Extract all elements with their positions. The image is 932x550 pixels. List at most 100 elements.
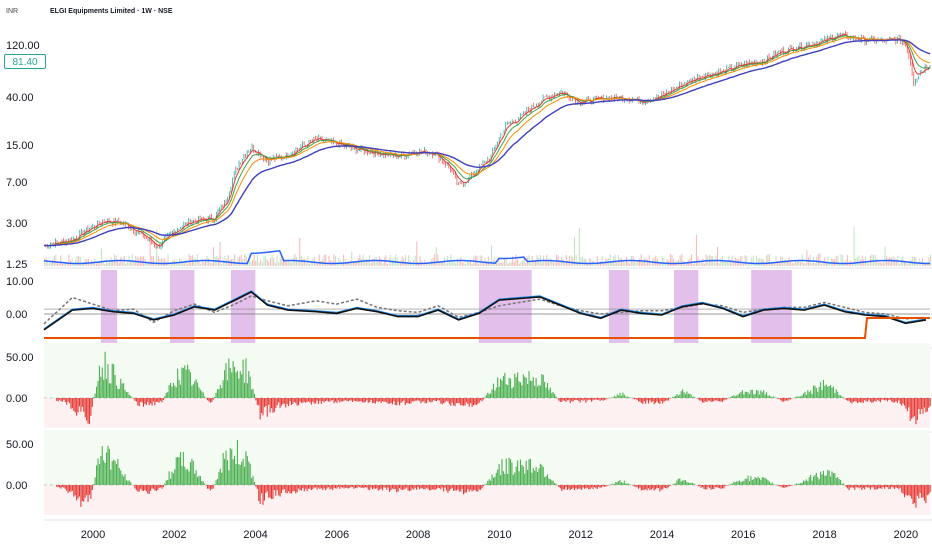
- histogram-bar: [273, 398, 275, 412]
- y-tick-label: 3.00: [6, 218, 27, 230]
- histogram-bar: [716, 485, 718, 488]
- volume-bar: [71, 258, 73, 266]
- volume-bar: [918, 258, 920, 266]
- volume-bar: [224, 255, 226, 266]
- volume-bar: [348, 261, 350, 266]
- histogram-bar: [98, 365, 100, 398]
- histogram-bar: [559, 398, 561, 402]
- histogram-bar: [689, 393, 691, 398]
- histogram-bar: [874, 485, 876, 490]
- volume-bar: [890, 257, 892, 266]
- volume-bar: [588, 258, 590, 266]
- histogram-bar: [677, 395, 679, 398]
- volume-bar: [118, 263, 120, 266]
- volume-bar: [146, 262, 148, 266]
- histogram-bar: [599, 398, 601, 401]
- histogram-bar: [869, 485, 871, 490]
- histogram-bar: [191, 385, 193, 398]
- histogram-bar: [744, 391, 746, 398]
- histogram-bar: [573, 485, 576, 491]
- histogram-lower: [44, 430, 931, 515]
- volume-bar: [157, 256, 159, 266]
- histogram-bar: [740, 482, 742, 485]
- histogram-bar: [145, 398, 147, 406]
- histogram-bar: [756, 389, 758, 398]
- volume-bar: [439, 261, 441, 266]
- volume-bar: [200, 263, 202, 266]
- histogram-bar: [761, 477, 763, 485]
- histogram-bar: [249, 376, 251, 398]
- histogram-bar: [376, 485, 378, 489]
- histogram-bar: [797, 483, 799, 485]
- histogram-bar: [259, 485, 261, 504]
- histogram-bar: [86, 398, 88, 421]
- histogram-bar: [78, 485, 81, 497]
- volume-bar: [211, 263, 213, 266]
- histogram-bar: [642, 485, 644, 490]
- histogram-bar: [640, 398, 642, 403]
- histogram-bar: [441, 485, 443, 488]
- histogram-bar: [440, 485, 442, 490]
- histogram-bar: [299, 398, 301, 402]
- volume-bar: [786, 261, 788, 266]
- volume-bar: [365, 259, 367, 266]
- histogram-bar: [133, 485, 135, 486]
- histogram-bar: [717, 398, 719, 402]
- volume-bar: [759, 257, 761, 266]
- volume-bar: [466, 261, 468, 266]
- histogram-bar: [730, 483, 732, 485]
- histogram-bar: [81, 485, 83, 502]
- histogram-bar: [861, 398, 863, 403]
- histogram-bar: [912, 398, 914, 418]
- volume-bar: [660, 263, 662, 266]
- histogram-bar: [592, 485, 594, 490]
- histogram-bar: [383, 485, 385, 488]
- histogram-bar: [657, 485, 660, 489]
- histogram-bar: [350, 398, 352, 401]
- histogram-bar: [356, 485, 358, 489]
- histogram-bar: [721, 485, 724, 489]
- histogram-bar: [517, 460, 519, 485]
- histogram-bar: [595, 398, 597, 400]
- histogram-bar: [673, 483, 675, 485]
- histogram-bar: [487, 392, 489, 398]
- histogram-bar: [774, 397, 776, 398]
- histogram-bar: [289, 398, 291, 402]
- histogram-bar: [794, 397, 796, 398]
- histogram-bar: [532, 377, 534, 398]
- histogram-bar: [451, 398, 453, 403]
- histogram-bar: [187, 364, 189, 398]
- histogram-bar: [394, 398, 396, 406]
- histogram-bar: [699, 485, 701, 487]
- histogram-bar: [169, 478, 172, 485]
- volume-bar: [578, 227, 580, 266]
- histogram-bar: [288, 485, 290, 492]
- oscillator-highlight-band: [100, 270, 118, 345]
- histogram-bar: [316, 398, 318, 401]
- histogram-bar: [805, 394, 807, 398]
- histogram-bar: [541, 374, 543, 398]
- histogram-bar: [302, 485, 304, 489]
- histogram-bar: [564, 398, 566, 401]
- volume-bar: [234, 254, 236, 266]
- histogram-bar: [784, 398, 786, 401]
- histogram-bar: [59, 485, 61, 488]
- histogram-bar: [802, 480, 805, 485]
- histogram-bar: [747, 475, 749, 485]
- histogram-bar: [445, 485, 448, 491]
- volume-bar: [512, 256, 514, 266]
- histogram-bar: [898, 398, 900, 401]
- histogram-bar: [76, 398, 78, 416]
- histogram-bar: [243, 466, 246, 485]
- histogram-bar: [184, 365, 186, 398]
- volume-bar: [461, 262, 463, 266]
- histogram-bar: [399, 398, 401, 406]
- y-tick-label: 15.00: [6, 140, 34, 152]
- histogram-bar: [501, 380, 503, 398]
- histogram-bar: [854, 485, 856, 490]
- histogram-bar: [555, 483, 557, 485]
- histogram-bar: [628, 396, 630, 398]
- volume-bar: [367, 259, 369, 266]
- volume-bar: [694, 262, 696, 266]
